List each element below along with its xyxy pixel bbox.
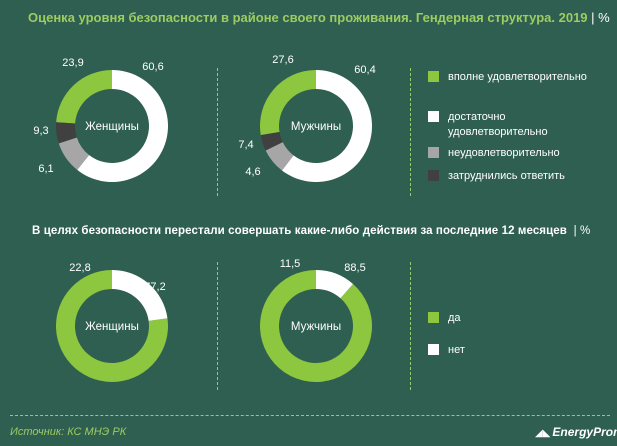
- data-label: 88,5: [344, 262, 365, 274]
- legend-label: неудовлетворительно: [448, 147, 560, 159]
- data-label: 77,2: [144, 281, 165, 293]
- donut-slice: [77, 70, 168, 182]
- donut-slice: [281, 70, 372, 182]
- legend-swatch: [428, 170, 439, 181]
- divider-bottom-1: [217, 262, 218, 390]
- donut-slice: [260, 70, 316, 136]
- donut-slice: [265, 142, 294, 171]
- chart-title: Оценка уровня безопасности в районе свое…: [28, 10, 610, 25]
- donut-center-label: Мужчины: [291, 121, 341, 133]
- data-label: 11,5: [280, 258, 301, 270]
- donut-slice: [112, 270, 168, 321]
- donut-center-label: Мужчины: [291, 321, 341, 333]
- donut-slice: [56, 270, 169, 383]
- section-title: В целях безопасности перестали совершать…: [32, 225, 591, 237]
- legend-swatch: [428, 147, 439, 158]
- brand-logo: ◢◣ EnergyProm: [535, 425, 617, 439]
- divider-top-2: [410, 68, 411, 196]
- data-label: 27,6: [272, 54, 293, 66]
- legend-label: достаточно удовлетворительно: [448, 111, 548, 138]
- legend-swatch: [428, 312, 439, 323]
- men-actions-donut: Мужчины 88,5 11,5: [260, 258, 373, 382]
- donut-center-label: Женщины: [85, 321, 139, 333]
- donut-slice: [55, 122, 77, 144]
- divider-top-1: [217, 68, 218, 196]
- footer-divider: [10, 415, 610, 416]
- legend-swatch: [428, 111, 439, 122]
- data-label: 60,6: [142, 61, 163, 73]
- legend-swatch: [428, 71, 439, 82]
- divider-bottom-2: [410, 262, 411, 390]
- data-label: 23,9: [62, 57, 83, 69]
- donut-slice: [56, 70, 112, 124]
- data-label: 6,1: [38, 163, 53, 175]
- legend-label: нет: [448, 344, 465, 356]
- data-label: 7,4: [238, 139, 253, 151]
- women-safety-donut: Женщины 23,9 60,6 9,3 6,1: [33, 57, 168, 182]
- data-label: 22,8: [69, 262, 90, 274]
- donut-slice: [260, 132, 283, 151]
- donut-slice: [316, 270, 354, 299]
- donut-slice: [58, 137, 90, 170]
- logo-text: EnergyProm: [552, 425, 617, 439]
- data-label: 4,6: [245, 166, 260, 178]
- legend-label: затруднились ответить: [448, 170, 565, 182]
- donut-center-label: Женщины: [85, 121, 139, 133]
- donut-slice: [260, 270, 373, 382]
- women-actions-donut: Женщины 77,2 22,8: [56, 262, 169, 383]
- data-label: 9,3: [33, 125, 48, 137]
- source-note: Источник: КС МНЭ РК: [10, 426, 127, 438]
- legend-label: да: [448, 312, 461, 324]
- legend-swatch: [428, 344, 439, 355]
- data-label: 60,4: [354, 64, 375, 76]
- men-safety-donut: Мужчины 27,6 60,4 7,4 4,6: [238, 54, 376, 182]
- logo-icon: ◢◣: [535, 428, 551, 439]
- legend-label: вполне удовлетворительно: [448, 71, 587, 83]
